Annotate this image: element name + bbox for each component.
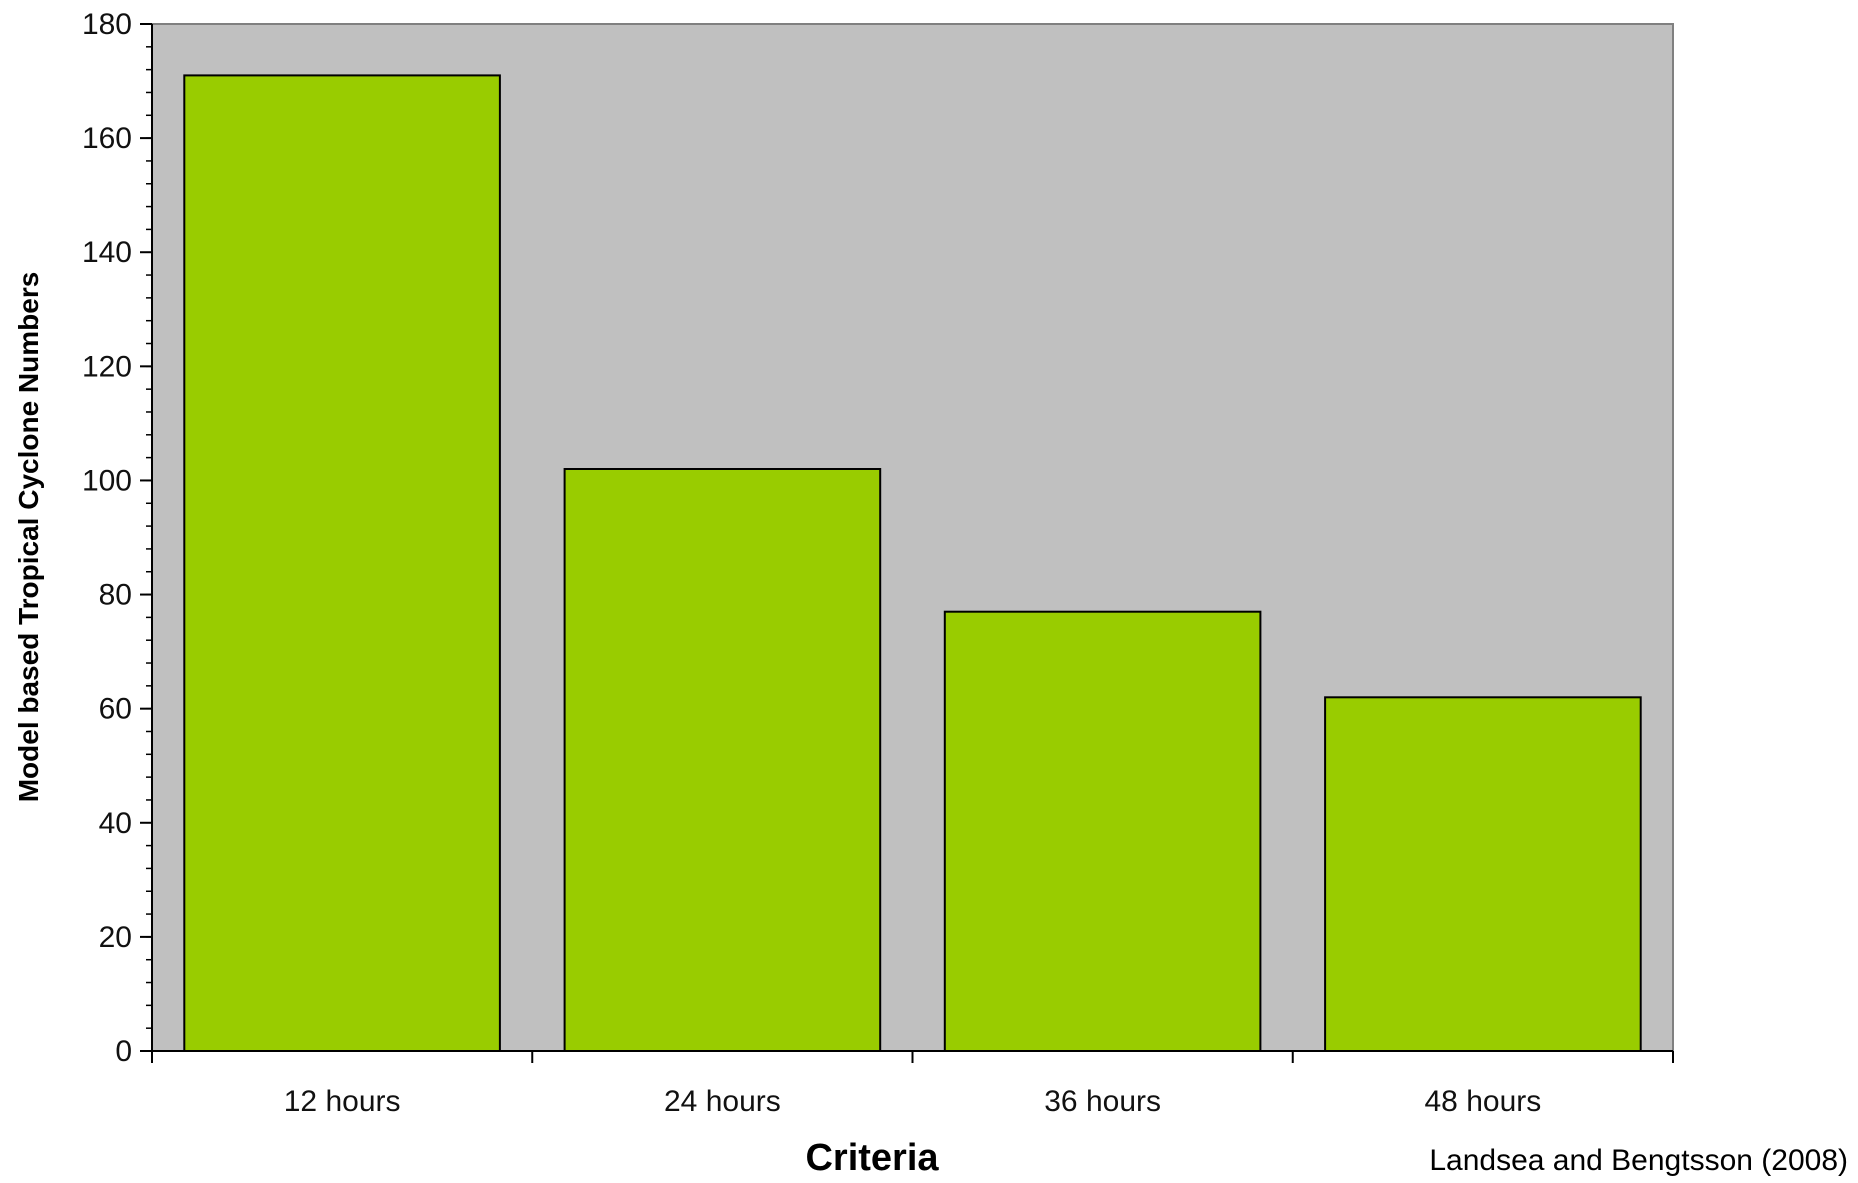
x-tick-label: 24 hours	[664, 1085, 781, 1118]
y-tick-label: 40	[99, 807, 132, 840]
x-axis: 12 hours 24 hours 36 hours 48 hours	[151, 1050, 1674, 1118]
x-tick-label: 36 hours	[1044, 1085, 1161, 1118]
bar	[1324, 696, 1642, 1052]
y-tick-label: 160	[82, 122, 132, 155]
bar	[563, 468, 882, 1052]
y-tick-label: 60	[99, 693, 132, 726]
y-axis-title: Model based Tropical Cyclone Numbers	[13, 272, 44, 803]
bar	[943, 610, 1262, 1052]
y-tick-label: 100	[82, 464, 132, 497]
source-note: Landsea and Bengtsson (2008)	[1429, 1144, 1848, 1177]
x-tick-label: 48 hours	[1425, 1085, 1542, 1118]
y-tick-label: 80	[99, 579, 132, 612]
y-tick-label: 120	[82, 350, 132, 383]
bar	[183, 74, 501, 1052]
y-tick-label: 0	[115, 1035, 132, 1068]
y-axis: 0 20 40 60 80 100 120 140 160 180	[82, 8, 153, 1068]
bars-group	[183, 74, 1642, 1052]
x-axis-title: Criteria	[805, 1137, 939, 1179]
y-tick-label: 20	[99, 921, 132, 954]
x-tick-label: 12 hours	[284, 1085, 401, 1118]
y-tick-label: 180	[82, 8, 132, 41]
y-tick-label: 140	[82, 236, 132, 269]
